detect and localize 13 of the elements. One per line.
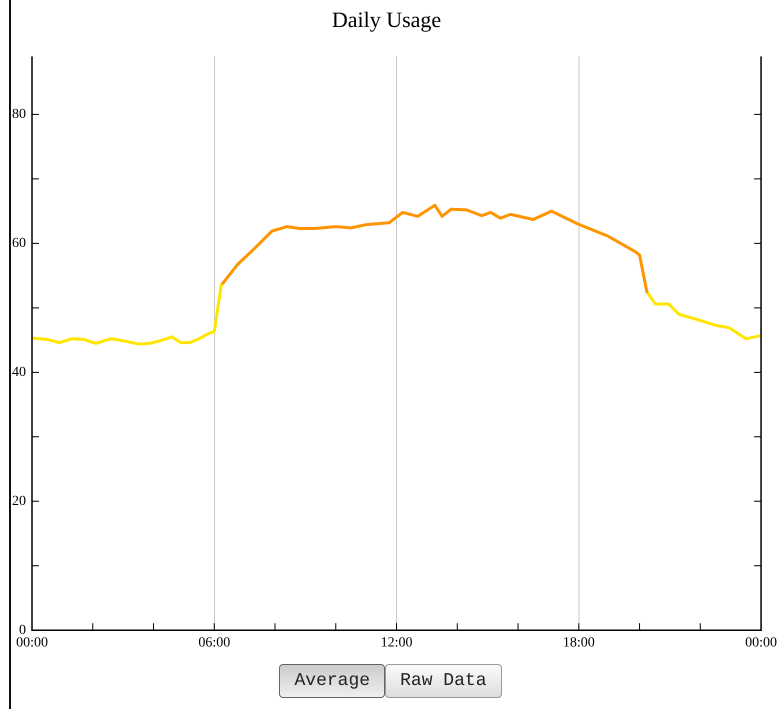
y-tick-label: 40: [12, 364, 26, 380]
x-tick-label: 12:00: [380, 635, 412, 650]
y-tick-label: 60: [12, 236, 26, 252]
x-tick-label: 00:00: [16, 635, 48, 650]
y-tick-label: 20: [12, 494, 26, 509]
y-tick-label: 80: [12, 107, 26, 122]
x-tick-label: 06:00: [198, 635, 230, 650]
chart-title: Daily Usage: [332, 6, 442, 32]
y-tick-label: 0: [19, 622, 26, 638]
toggle-button: Average: [279, 664, 386, 698]
x-tick-label: 18:00: [562, 635, 595, 650]
toggle-button: Raw Data: [385, 664, 502, 698]
x-tick-label: 00:00: [745, 635, 777, 650]
